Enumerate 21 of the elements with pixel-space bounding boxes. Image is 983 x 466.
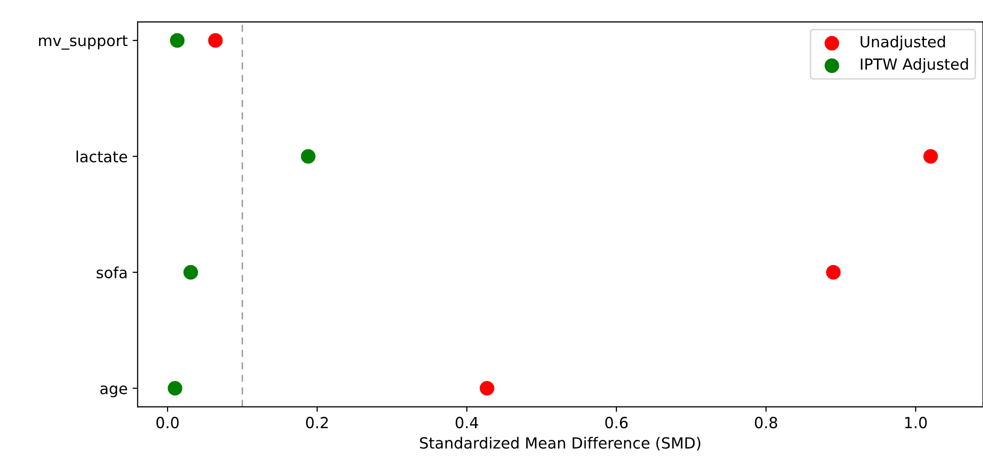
x-tick-label: 0.0	[156, 416, 179, 428]
y-tick-label: lactate	[76, 150, 128, 162]
point	[923, 149, 938, 164]
x-tick-label: 0.6	[605, 416, 628, 428]
point	[826, 265, 841, 280]
y-tick-label: age	[100, 386, 128, 398]
point	[168, 380, 182, 396]
x-tick-label: 0.4	[456, 416, 478, 428]
y-tick-label: sofa	[96, 266, 127, 278]
point	[183, 265, 198, 280]
x-tick-label: 1.0	[905, 416, 927, 428]
point	[208, 33, 223, 48]
point	[300, 149, 316, 164]
x-tick-label: 0.8	[754, 416, 778, 428]
point	[170, 33, 185, 48]
x-axis-title: Standardized Mean Difference (SMD)	[420, 436, 700, 451]
y-tick-label: mv_support	[39, 35, 128, 50]
x-tick-label: 0.2	[306, 416, 328, 428]
point	[480, 380, 494, 396]
legend-label: IPTW Adjusted	[860, 58, 968, 73]
legend-label: Unadjusted	[860, 36, 945, 50]
